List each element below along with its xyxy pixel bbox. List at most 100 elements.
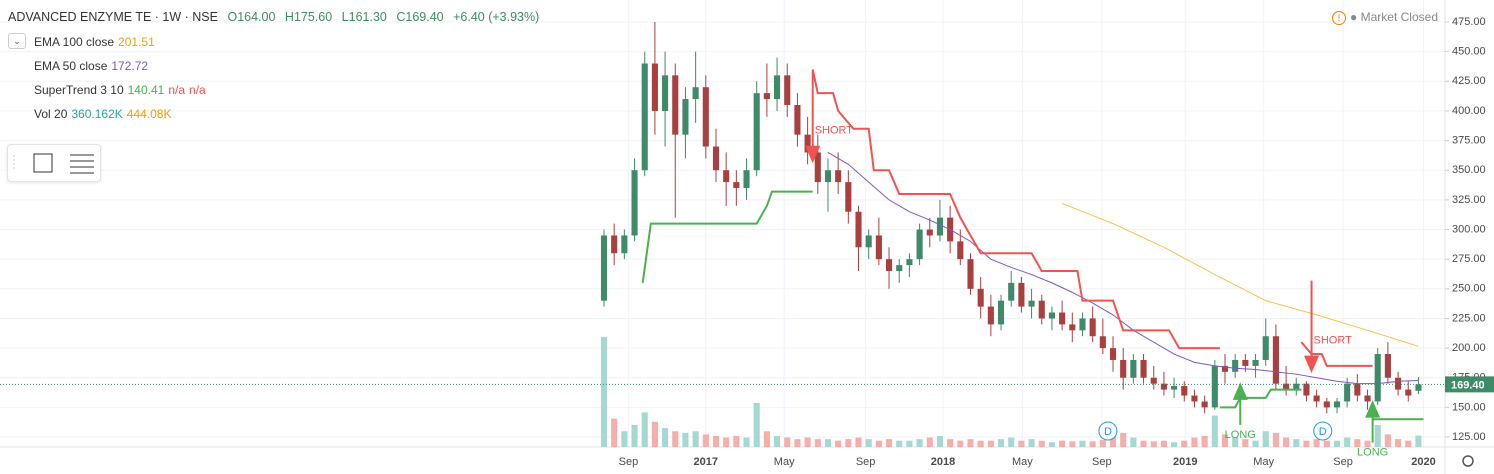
volume-bar bbox=[885, 439, 893, 447]
volume-bar bbox=[784, 437, 791, 447]
candle-body bbox=[1303, 383, 1310, 396]
candle-body bbox=[1038, 300, 1045, 319]
candle-body bbox=[1089, 318, 1096, 337]
signal-arrow bbox=[1232, 382, 1248, 425]
candle-body bbox=[1384, 354, 1391, 378]
candle-body bbox=[804, 134, 811, 153]
volume-bar bbox=[977, 440, 984, 447]
volume-bar bbox=[1384, 434, 1391, 447]
drawing-toolbar bbox=[7, 144, 101, 182]
candle-body bbox=[1344, 383, 1351, 402]
candle-body bbox=[682, 99, 689, 135]
open: O164.00 bbox=[227, 10, 276, 24]
volume-bar bbox=[733, 435, 740, 447]
volume-bar bbox=[987, 440, 994, 447]
volume-bar bbox=[1252, 440, 1259, 447]
volume-bar bbox=[1109, 434, 1117, 447]
settings-icon[interactable] bbox=[1462, 455, 1474, 467]
candle-body bbox=[1211, 365, 1218, 408]
candle-body bbox=[1364, 395, 1371, 402]
volume-bar bbox=[1038, 440, 1045, 447]
candle-body bbox=[600, 235, 608, 301]
symbol-header: ADVANCED ENZYME TE · 1W · NSE O164.00 H1… bbox=[8, 10, 545, 24]
volume-bar bbox=[936, 435, 944, 447]
candle-body bbox=[936, 217, 944, 236]
indicator-name: EMA 100 close bbox=[34, 35, 115, 49]
volume-bar bbox=[1323, 440, 1330, 447]
candle-body bbox=[1354, 383, 1361, 396]
volume-bar bbox=[1120, 432, 1127, 447]
candle-body bbox=[1262, 336, 1269, 360]
volume-bar bbox=[662, 428, 669, 447]
volume-bar bbox=[1364, 440, 1371, 447]
volume-bar bbox=[712, 435, 720, 447]
candle-body bbox=[1395, 377, 1402, 390]
ema-line bbox=[827, 152, 1419, 385]
volume-bar bbox=[835, 440, 842, 447]
x-tick-label: May bbox=[1253, 456, 1274, 468]
y-tick-label: 350.00 bbox=[1452, 164, 1486, 176]
last-price-tag bbox=[1445, 376, 1494, 393]
volume-bar bbox=[1048, 442, 1055, 447]
symbol: ADVANCED ENZYME TE · 1W · NSE bbox=[8, 10, 218, 24]
collapse-button[interactable]: ⌄ bbox=[8, 33, 26, 49]
candle-body bbox=[1059, 312, 1066, 325]
indicator-value: 360.162K bbox=[71, 107, 123, 121]
indicator-row: EMA 100 close 201.51 bbox=[34, 35, 159, 49]
volume-bar bbox=[1171, 442, 1178, 447]
volume-bar bbox=[1181, 440, 1188, 447]
y-tick-label: 275.00 bbox=[1452, 253, 1486, 265]
candle-body bbox=[1323, 401, 1330, 408]
signal-arrow bbox=[1365, 400, 1381, 443]
candle-body bbox=[997, 300, 1005, 325]
x-tick-label: Sep bbox=[856, 456, 876, 468]
volume-bar bbox=[1354, 439, 1361, 447]
candle-body bbox=[1374, 354, 1381, 402]
menu-tool[interactable] bbox=[70, 154, 94, 174]
volume-bar bbox=[845, 439, 852, 447]
candle-body bbox=[712, 146, 720, 171]
volume-bar bbox=[1028, 439, 1035, 447]
volume-bar bbox=[682, 432, 689, 447]
volume-bar bbox=[631, 424, 638, 447]
candle-body bbox=[1313, 395, 1320, 402]
indicator-value: 444.08K bbox=[126, 107, 172, 121]
volume-bar bbox=[774, 435, 781, 447]
event-label: D bbox=[1104, 426, 1112, 438]
indicator-row: SuperTrend 3 10 140.41 n/a n/a bbox=[34, 83, 210, 97]
volume-bar bbox=[916, 439, 923, 447]
rectangle-tool[interactable] bbox=[33, 153, 53, 173]
volume-bar bbox=[794, 439, 801, 447]
volume-bar bbox=[1140, 440, 1147, 447]
candle-body bbox=[1191, 395, 1198, 402]
candle-body bbox=[824, 170, 832, 183]
volume-bar bbox=[1272, 432, 1279, 447]
x-tick-label: 2017 bbox=[694, 456, 718, 468]
event-marker bbox=[1098, 421, 1118, 441]
volume-bar bbox=[1303, 440, 1310, 447]
candle-body bbox=[1150, 377, 1157, 384]
candle-body bbox=[957, 241, 964, 260]
x-tick-label: 2018 bbox=[931, 456, 955, 468]
candle-body bbox=[662, 75, 669, 111]
volume-bar bbox=[875, 440, 882, 447]
candle-body bbox=[987, 306, 994, 325]
volume-bar bbox=[1262, 431, 1269, 447]
candle-body bbox=[1272, 336, 1279, 384]
indicator-value: n/a bbox=[189, 83, 206, 97]
volume-bar bbox=[957, 440, 964, 447]
volume-bar bbox=[1008, 437, 1015, 447]
candle-body bbox=[865, 235, 872, 248]
volume-bar bbox=[1211, 415, 1218, 447]
candle-body bbox=[784, 75, 791, 106]
volume-bar bbox=[967, 439, 974, 447]
volume-bar bbox=[1079, 440, 1086, 447]
candle-body bbox=[753, 93, 760, 171]
candle-body bbox=[885, 259, 893, 272]
signal-label: SHORT bbox=[815, 125, 854, 137]
x-tick-label: Sep bbox=[1333, 456, 1353, 468]
volume-bar bbox=[723, 437, 730, 447]
volume-bar bbox=[1232, 437, 1239, 447]
volume-bar bbox=[814, 439, 821, 447]
